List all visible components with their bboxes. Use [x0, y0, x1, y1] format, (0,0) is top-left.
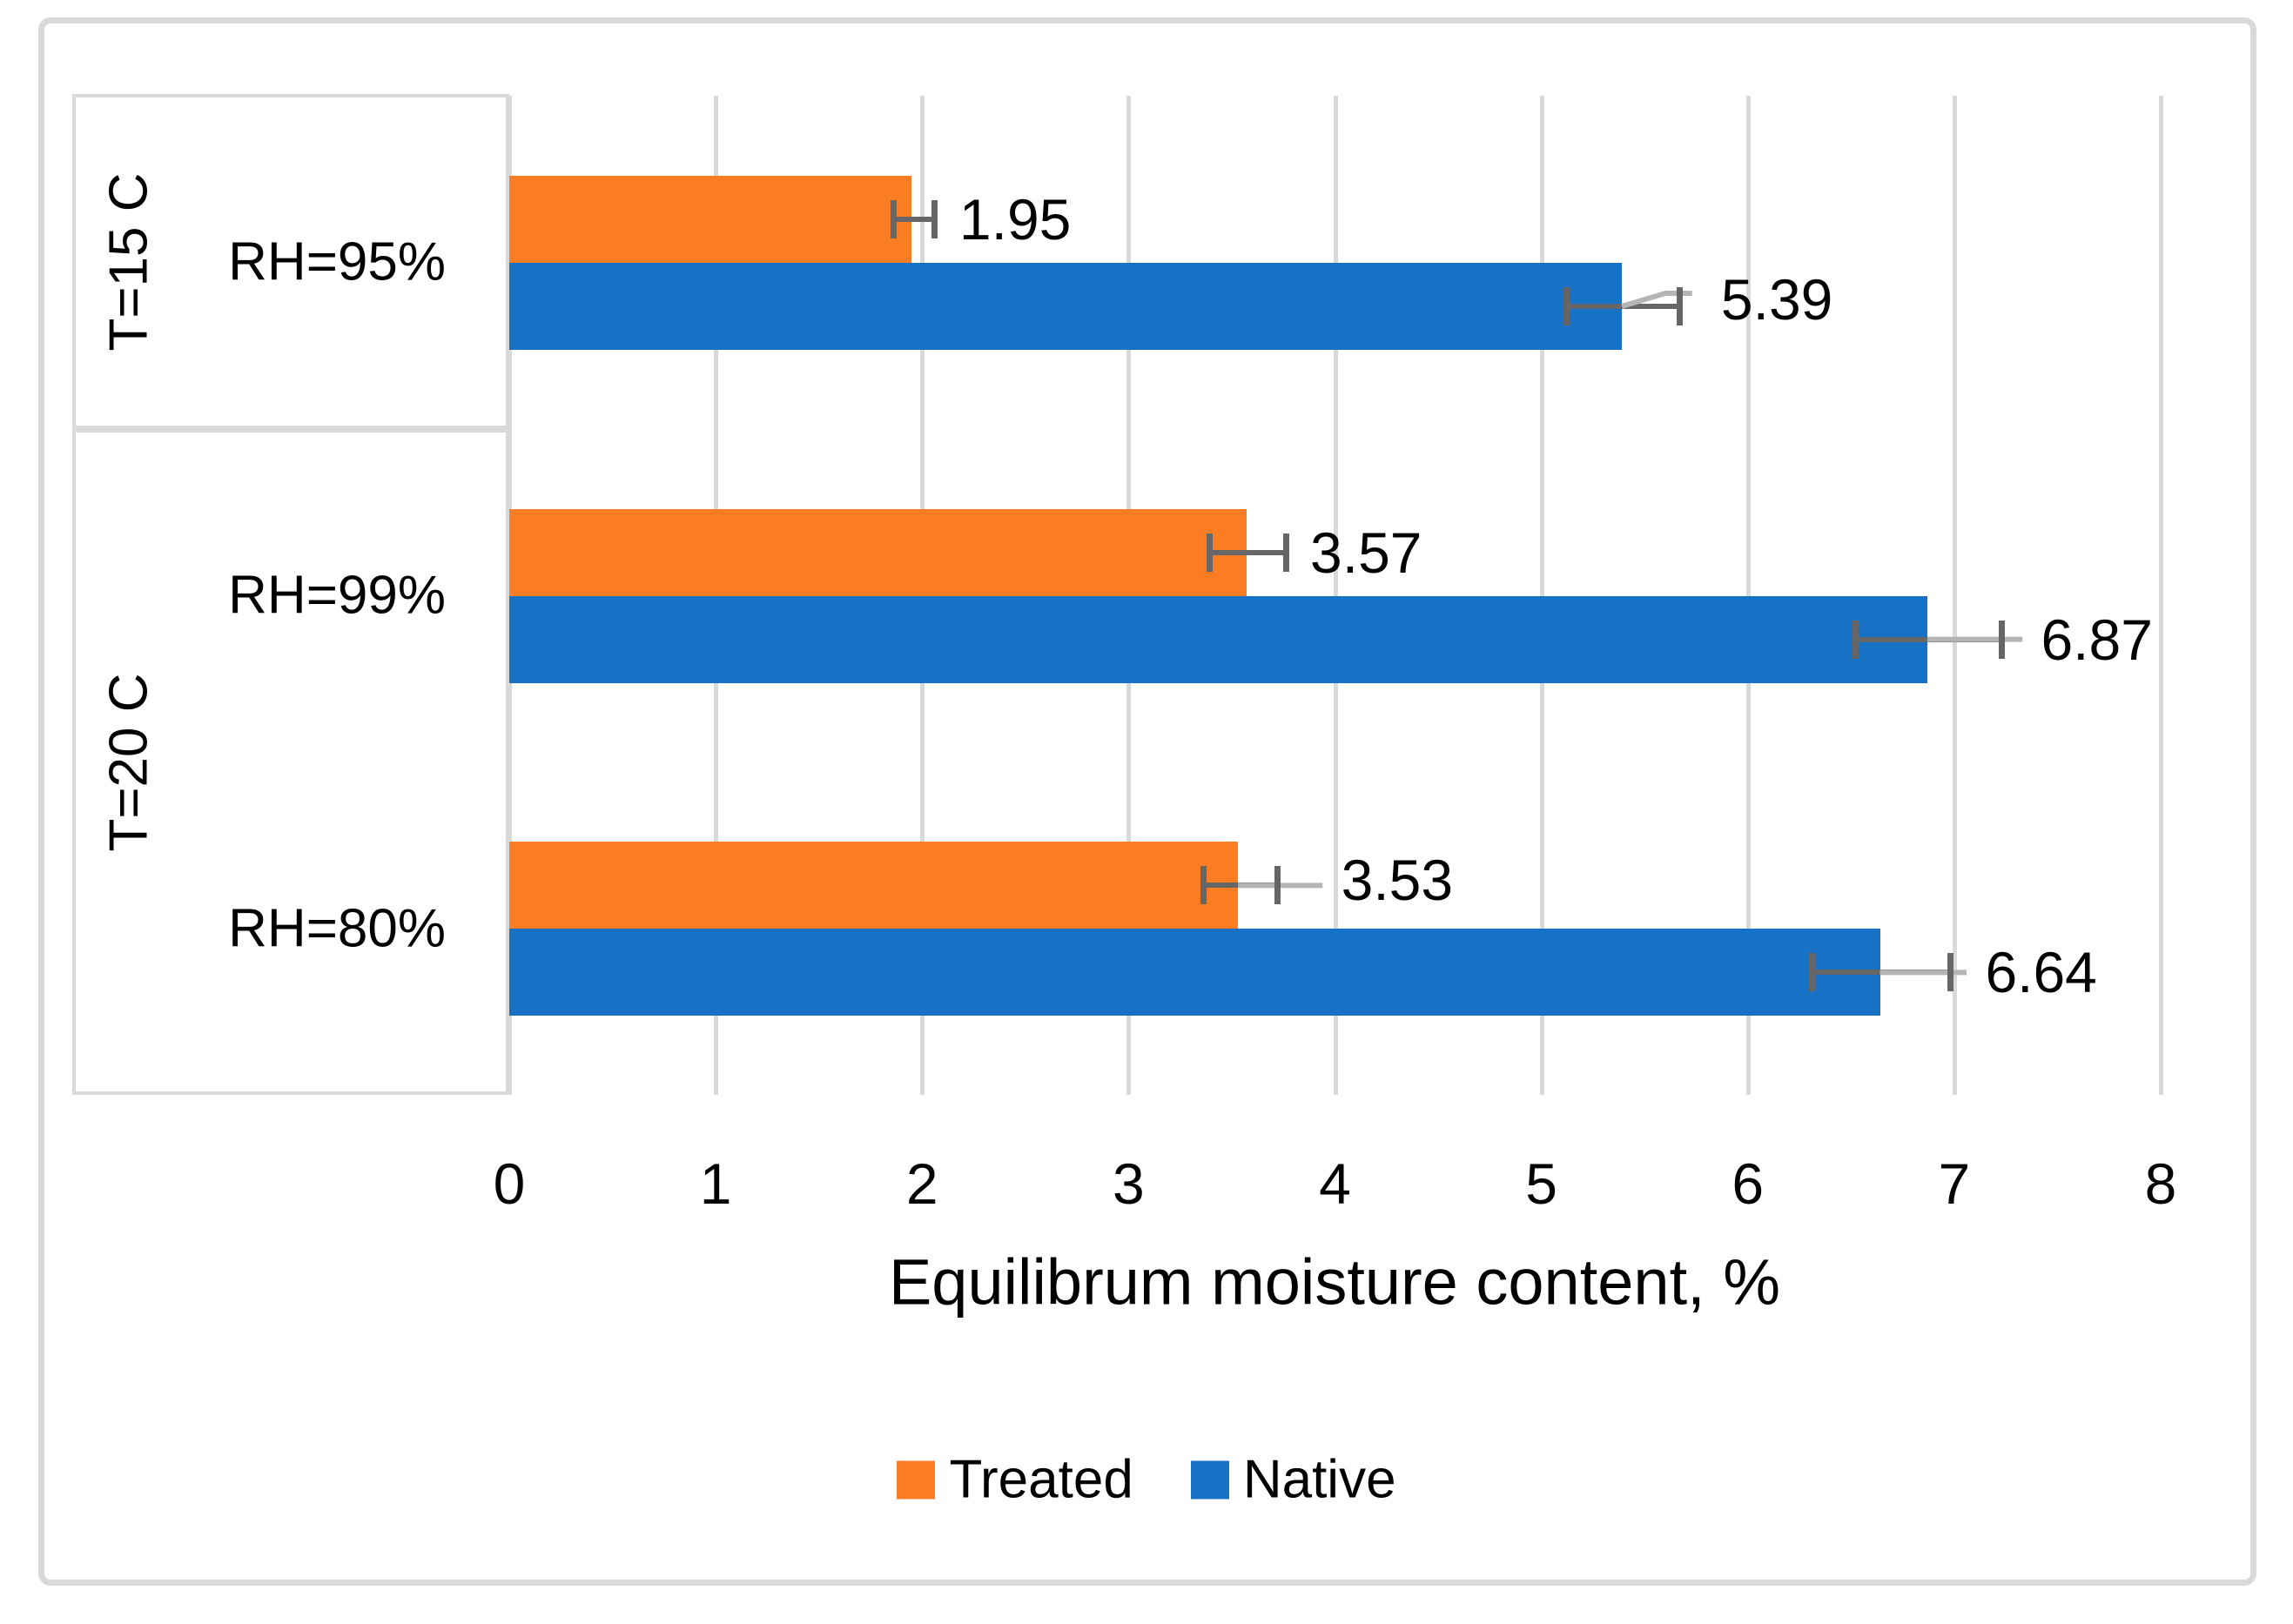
legend-label-treated: Treated: [949, 1449, 1133, 1510]
error-cap-treated-0: [931, 200, 938, 238]
category-label-rh99: RH=99%: [228, 565, 446, 626]
legend-label-native: Native: [1242, 1449, 1396, 1510]
bar-native-1: [509, 595, 1928, 683]
error-cap-native-1: [1853, 620, 1859, 659]
gridline-7: [1952, 96, 1957, 1095]
category-label-rh95: RH=95%: [228, 232, 446, 292]
bar-native-0: [509, 263, 1623, 350]
outer-category-label-t20: T=20 C: [98, 673, 159, 852]
x-tick-5: 5: [1525, 1151, 1557, 1216]
data-label-5.39: 5.39: [1720, 267, 1833, 332]
error-cap-treated-1: [1282, 533, 1289, 572]
x-tick-4: 4: [1319, 1151, 1351, 1216]
legend-entry-treated: Treated: [897, 1449, 1133, 1511]
gridline-8: [2159, 96, 2163, 1095]
error-cap-treated-2: [1274, 866, 1281, 905]
legend-entry-native: Native: [1190, 1449, 1396, 1511]
data-label-3.53: 3.53: [1341, 848, 1454, 913]
x-tick-7: 7: [1938, 1151, 1971, 1216]
data-label-1.95: 1.95: [958, 187, 1072, 252]
gridline-5: [1539, 96, 1544, 1095]
bar-native-2: [509, 929, 1880, 1017]
x-tick-8: 8: [2144, 1151, 2177, 1216]
x-tick-6: 6: [1732, 1151, 1765, 1216]
bar-treated-1: [509, 508, 1247, 596]
x-tick-0: 0: [493, 1151, 526, 1216]
data-label-3.57: 3.57: [1310, 520, 1422, 585]
error-cap-treated-1: [1206, 533, 1213, 572]
error-cap-native-2: [1947, 953, 1954, 992]
error-cap-treated-0: [891, 200, 898, 238]
x-tick-2: 2: [905, 1151, 938, 1216]
error-cap-native-0: [1563, 287, 1570, 325]
error-bar-native-0: [1566, 304, 1680, 309]
x-axis-title: Equilibrum moisture content, %: [888, 1245, 1781, 1319]
data-label-6.64: 6.64: [1985, 940, 2097, 1005]
error-bar-treated-2: [1202, 882, 1278, 889]
data-label-6.87: 6.87: [2041, 607, 2153, 672]
error-cap-treated-2: [1200, 866, 1207, 905]
bar-treated-2: [509, 842, 1239, 929]
error-cap-native-0: [1677, 287, 1684, 325]
legend: Treated Native: [0, 1449, 2293, 1511]
error-bar-native-2: [1812, 970, 1951, 976]
error-cap-native-2: [1809, 953, 1816, 992]
error-bar-treated-1: [1208, 549, 1286, 555]
error-bar-native-1: [1855, 636, 2002, 642]
chart-border: [38, 17, 2256, 1586]
bar-treated-0: [509, 176, 912, 263]
category-label-rh80: RH=80%: [228, 898, 446, 959]
legend-swatch-treated-icon: [897, 1460, 936, 1499]
gridline-4: [1333, 96, 1338, 1095]
gridline-6: [1745, 96, 1751, 1095]
error-bar-treated-0: [893, 217, 935, 222]
x-tick-1: 1: [699, 1151, 732, 1216]
error-cap-native-1: [1999, 620, 2006, 659]
x-tick-3: 3: [1113, 1151, 1145, 1216]
legend-swatch-native-icon: [1190, 1460, 1229, 1499]
